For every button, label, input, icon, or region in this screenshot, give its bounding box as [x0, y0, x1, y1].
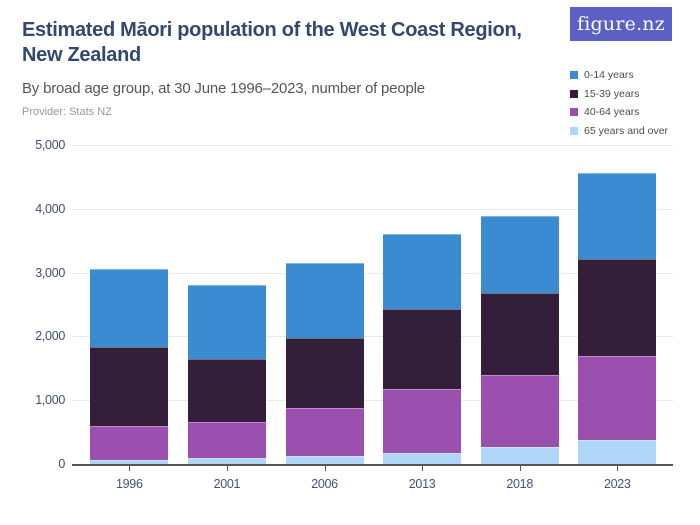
y-axis-label-1000: 1,000	[35, 393, 65, 408]
legend-swatch-icon	[570, 108, 578, 117]
y-axis-label-5000: 5,000	[35, 138, 65, 152]
stacked-bar-2001	[187, 285, 266, 464]
figure-nz-logo[interactable]: figure.nz	[570, 7, 672, 41]
legend-item-15-39-years: 15-39 years	[570, 85, 698, 104]
title-line-2: New Zealand	[22, 43, 141, 66]
chart-legend: 0-14 years 15-39 years 40-64 years 65 years…	[570, 66, 698, 140]
bar-segment-2006-40-64-years	[285, 407, 364, 457]
bar-segment-1996-65-years-and-over	[90, 460, 169, 464]
bar-segment-2013-15-39-years	[383, 308, 462, 389]
bar-segment-2013-0-14-years	[383, 234, 462, 309]
legend-label: 65 years and over	[584, 124, 669, 137]
bar-segment-2018-65-years-and-over	[480, 446, 559, 464]
bar-segment-2001-0-14-years	[187, 285, 266, 359]
bar-segment-1996-15-39-years	[90, 346, 169, 427]
gridline-2000	[72, 336, 673, 338]
bar-segment-2001-15-39-years	[187, 358, 266, 422]
x-axis-tick-2023	[617, 466, 619, 471]
stacked-bar-2018	[480, 216, 559, 464]
stacked-bar-1996	[90, 269, 169, 464]
y-axis-label-4000: 4,000	[35, 201, 65, 216]
x-axis-tick-2013	[422, 466, 424, 471]
bar-segment-2013-65-years-and-over	[383, 452, 462, 464]
gridline-1000	[72, 400, 673, 402]
legend-item-65-years-and-over: 65 years and over	[570, 122, 698, 141]
figure-nz-logo-text: figure.nz	[577, 13, 665, 35]
page-title: Estimated Māori population of the West C…	[22, 18, 567, 67]
legend-swatch-icon	[570, 89, 578, 98]
x-axis-label-2018: 2018	[506, 477, 533, 491]
gridline-5000	[72, 145, 673, 146]
legend-swatch-icon	[570, 71, 578, 80]
bar-segment-2001-40-64-years	[187, 421, 266, 459]
stacked-bar-2023	[578, 172, 657, 464]
bar-segment-2018-0-14-years	[480, 216, 559, 294]
bar-segment-2013-40-64-years	[383, 388, 462, 453]
x-axis-tick-1996	[129, 466, 131, 471]
legend-label: 40-64 years	[584, 106, 640, 119]
bar-segment-2006-15-39-years	[285, 338, 364, 408]
x-axis-label-2001: 2001	[213, 477, 241, 491]
chart-subtitle: By broad age group, at 30 June 1996–2023…	[22, 80, 425, 97]
gridline-3000	[72, 272, 673, 274]
plot-area: 0 1,000 2,000 3,000 4,000 5,000 1996 2001 2006 20…	[35, 138, 673, 491]
gridline-4000	[72, 208, 673, 210]
bar-segment-2006-65-years-and-over	[285, 456, 364, 464]
y-axis-label-0: 0	[58, 457, 65, 471]
legend-label: 0-14 years	[584, 69, 634, 82]
title-line-1: Estimated Māori population of the West C…	[22, 19, 522, 41]
stacked-bar-2013	[383, 234, 462, 464]
x-axis-label-2023: 2023	[603, 477, 631, 491]
legend-swatch-icon	[570, 126, 578, 135]
y-axis-label-3000: 3,000	[35, 265, 65, 280]
x-axis-label-2006: 2006	[311, 477, 338, 491]
x-axis-tick-2018	[519, 466, 521, 471]
legend-label: 15-39 years	[584, 87, 640, 100]
legend-item-0-14-years: 0-14 years	[570, 66, 698, 85]
bar-segment-2001-65-years-and-over	[187, 458, 266, 464]
x-axis-label-2013: 2013	[408, 477, 436, 491]
bar-segment-2006-0-14-years	[285, 263, 364, 339]
x-axis-tick-2001	[226, 466, 228, 471]
x-axis-tick-2006	[324, 466, 326, 471]
bar-segment-2023-0-14-years	[578, 172, 657, 260]
bar-segment-2018-15-39-years	[480, 293, 559, 375]
y-axis-label-2000: 2,000	[35, 329, 65, 344]
x-axis-label-1996: 1996	[115, 477, 143, 491]
x-axis-line	[72, 464, 673, 466]
legend-item-40-64-years: 40-64 years	[570, 103, 698, 122]
bar-segment-2023-65-years-and-over	[578, 439, 657, 464]
bar-segment-2023-15-39-years	[578, 259, 657, 356]
stacked-bar-2006	[285, 263, 364, 464]
bar-segment-2018-40-64-years	[480, 374, 559, 447]
bar-segment-1996-0-14-years	[90, 269, 169, 347]
provider-credit: Provider: Stats NZ	[22, 106, 112, 118]
bar-segment-2023-40-64-years	[578, 355, 657, 440]
bar-segment-1996-40-64-years	[90, 426, 169, 461]
